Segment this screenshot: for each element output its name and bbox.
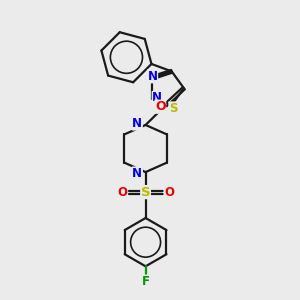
Text: O: O	[155, 100, 166, 113]
Text: O: O	[164, 186, 174, 199]
Text: N: N	[132, 167, 142, 180]
Text: S: S	[169, 102, 177, 115]
Text: N: N	[152, 92, 162, 104]
Text: N: N	[148, 70, 158, 83]
Text: S: S	[141, 186, 150, 199]
Text: N: N	[132, 117, 142, 130]
Text: O: O	[117, 186, 127, 199]
Text: F: F	[142, 275, 150, 288]
